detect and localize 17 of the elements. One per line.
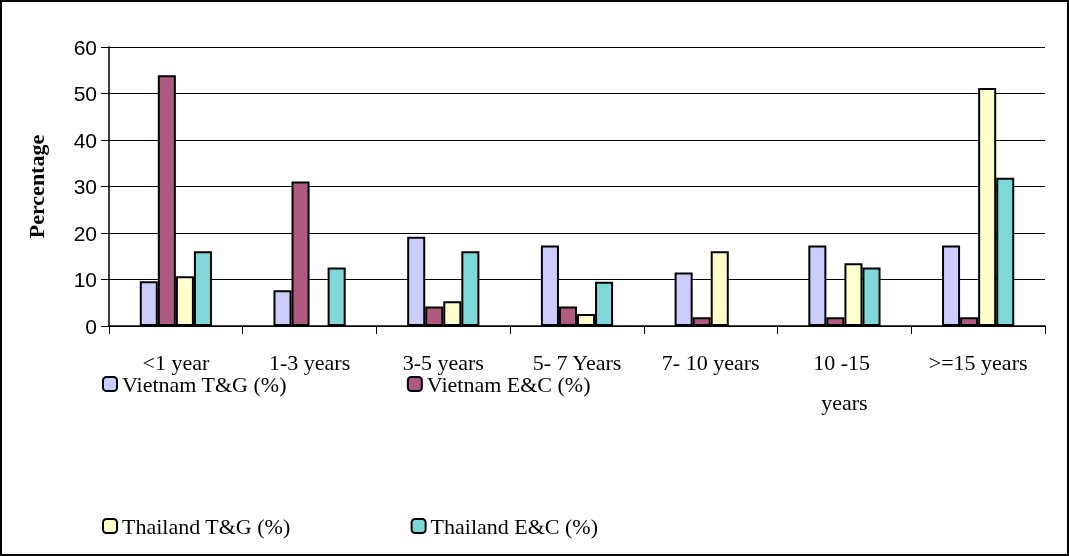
legend-label: Thailand E&C (%)	[430, 513, 599, 539]
y-tick-label: 30	[73, 175, 97, 198]
x-tick-label: 1-3 years	[268, 349, 351, 375]
y-tick-label: 50	[73, 82, 97, 105]
x-tick-label: <1 year	[142, 349, 210, 375]
x-tick-label: 10 -15 years	[813, 349, 876, 415]
y-tick-label: 10	[73, 268, 97, 291]
x-tick-label: 7- 10 years	[661, 349, 760, 375]
x-tick-label: 3-5 years	[402, 349, 484, 375]
y-tick-label: 60	[73, 35, 97, 59]
y-tick-label: 0	[85, 314, 97, 338]
x-tick-label: 5- 7 Years	[532, 349, 622, 375]
y-tick-label: 20	[73, 221, 97, 245]
legend-label: Thailand T&G (%)	[122, 513, 291, 539]
y-axis-title: Percentage	[23, 134, 49, 239]
y-tick-label: 40	[73, 128, 97, 152]
x-tick-label: >=15 years	[928, 349, 1028, 375]
